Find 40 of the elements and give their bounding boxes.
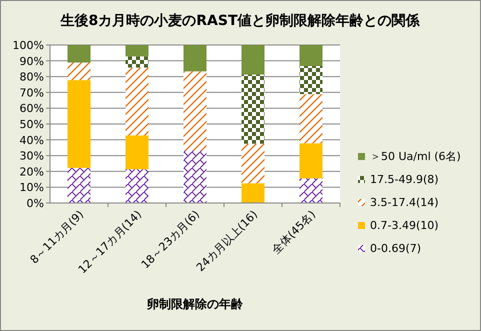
bar xyxy=(242,183,264,203)
y-tick-label: 100% xyxy=(12,39,44,52)
y-tick-label: 30% xyxy=(20,150,44,163)
legend-label: 3.5-17.4(14) xyxy=(370,196,439,209)
y-tick-label: 50% xyxy=(20,118,44,131)
x-axis-title: 卵制限解除の年齢 xyxy=(146,297,244,311)
y-tick-label: 10% xyxy=(20,181,44,194)
bar xyxy=(300,45,322,66)
bar xyxy=(300,94,322,144)
bar xyxy=(68,80,90,168)
bar xyxy=(184,150,206,203)
x-tick-label: 全体(45名) xyxy=(270,208,318,256)
y-tick-label: 40% xyxy=(20,134,44,147)
legend-label: 0.7-3.49(10) xyxy=(370,219,439,232)
y-tick-label: 90% xyxy=(20,54,44,68)
chart-title: 生後8カ月時の小麦のRAST値と卵制限解除年齢との関係 xyxy=(60,13,420,29)
bar xyxy=(242,45,264,75)
legend-label: ＞50 Ua/ml (6名) xyxy=(370,150,461,163)
y-tick-label: 0% xyxy=(26,197,44,210)
y-tick-label: 70% xyxy=(20,86,44,100)
bar xyxy=(126,68,148,136)
y-tick-label: 60% xyxy=(20,102,44,116)
bar xyxy=(300,66,322,94)
bar xyxy=(68,62,90,80)
y-tick-label: 20% xyxy=(20,165,44,178)
bar xyxy=(126,169,148,203)
bar xyxy=(300,178,322,203)
bar xyxy=(126,135,148,170)
y-tick-label: 80% xyxy=(20,70,44,84)
bar xyxy=(242,74,264,144)
bar xyxy=(300,143,322,178)
legend-label: 0-0.69(7) xyxy=(370,242,422,255)
bar xyxy=(184,71,206,150)
bar xyxy=(68,168,90,203)
bar xyxy=(126,56,148,68)
bar xyxy=(242,144,264,184)
bar xyxy=(126,45,148,56)
bar xyxy=(68,45,90,63)
legend-label: 17.5-49.9(8) xyxy=(370,173,439,186)
bar xyxy=(184,45,206,72)
